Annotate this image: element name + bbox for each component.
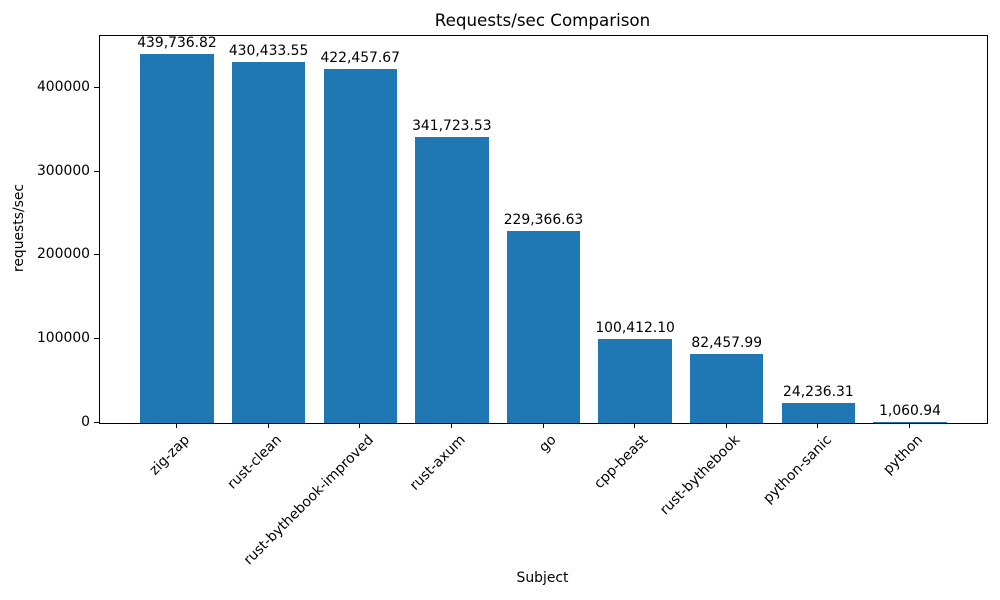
bar-value-label: 439,736.82: [137, 35, 217, 52]
y-tick-label: 400000: [36, 78, 90, 95]
y-tick-label: 200000: [36, 246, 90, 263]
bar: [873, 422, 947, 423]
bar: [598, 338, 672, 423]
bar: [690, 353, 764, 423]
x-tick-label: rust-axum: [406, 432, 469, 494]
plot-area: 439,736.82 430,433.55 422,457.67 341,723.53…: [99, 35, 988, 424]
bar-value-label: 1,060.94: [879, 403, 941, 419]
y-tick-mark: [94, 86, 99, 88]
x-tick-label: rust-clean: [224, 432, 285, 493]
y-tick-label: 300000: [36, 162, 90, 179]
x-tick-mark: [909, 423, 911, 428]
bar: [506, 230, 581, 423]
bar-value-label: 430,433.55: [228, 43, 309, 60]
x-tick-label: go: [536, 432, 560, 456]
bar: [231, 62, 306, 423]
bar: [781, 402, 856, 423]
y-tick-mark: [94, 422, 99, 423]
x-tick-label: cpp-beast: [591, 432, 652, 492]
bar: [140, 54, 214, 423]
bar-value-label: 422,457.67: [320, 49, 400, 66]
x-tick-mark: [542, 423, 544, 428]
x-axis-label: Subject: [516, 570, 569, 586]
x-tick-label: rust-bythebook: [656, 432, 744, 519]
x-tick-mark: [359, 423, 361, 428]
x-tick-mark: [450, 423, 452, 428]
y-tick-label: 0: [81, 414, 90, 430]
y-tick-mark: [94, 338, 99, 340]
bar-value-label: 341,723.53: [412, 117, 492, 134]
x-tick-mark: [634, 423, 636, 428]
x-tick-label: zig-zap: [146, 432, 194, 479]
x-tick-mark: [175, 423, 177, 428]
x-tick-mark: [725, 423, 727, 428]
bar-value-label: 24,236.31: [783, 383, 854, 400]
x-tick-mark: [267, 423, 269, 428]
bar: [323, 68, 397, 423]
bar-value-label: 100,412.10: [595, 319, 675, 336]
x-tick-mark: [817, 423, 819, 428]
y-tick-label: 100000: [36, 330, 90, 347]
bar-value-label: 229,366.63: [503, 211, 584, 228]
bar: [415, 136, 489, 423]
x-tick-label: python: [880, 432, 927, 478]
x-tick-label: python-sanic: [760, 432, 835, 507]
y-tick-mark: [94, 254, 99, 256]
y-tick-mark: [94, 170, 99, 172]
bar-value-label: 82,457.99: [691, 334, 763, 351]
chart-title: Requests/sec Comparison: [434, 10, 651, 30]
